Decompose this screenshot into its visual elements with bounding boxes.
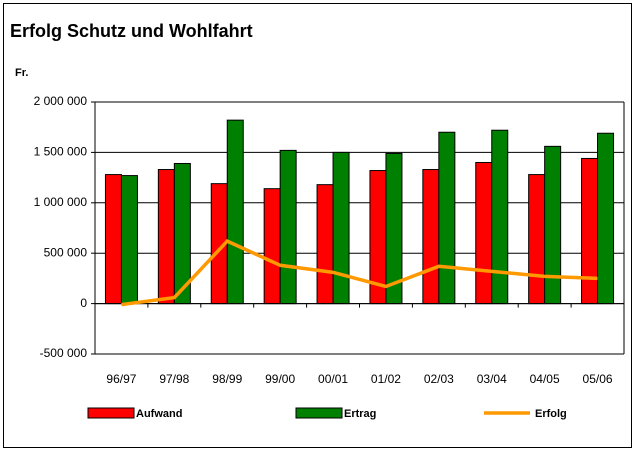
- x-tick-label: 05/06: [583, 372, 613, 386]
- y-tick-label: 0: [80, 296, 87, 310]
- x-tick-label: 00/01: [318, 372, 348, 386]
- bar: [279, 149, 297, 305]
- y-tick-label: -500 000: [40, 346, 88, 360]
- x-tick-label: 01/02: [371, 372, 401, 386]
- legend-label: Erfolg: [535, 408, 567, 420]
- bar: [438, 131, 456, 305]
- bar: [422, 169, 440, 305]
- x-tick-label: 99/00: [265, 372, 295, 386]
- bar: [475, 161, 493, 305]
- y-tick-label: 2 000 000: [34, 94, 88, 108]
- bar: [528, 174, 546, 305]
- x-tick-label: 03/04: [477, 372, 507, 386]
- legend-swatch: [295, 407, 343, 419]
- bar: [263, 188, 281, 305]
- bar: [332, 151, 350, 305]
- x-tick-label: 02/03: [424, 372, 454, 386]
- y-tick-label: 500 000: [44, 245, 88, 259]
- x-tick-label: 98/99: [212, 372, 242, 386]
- y-tick-label: 1 000 000: [34, 195, 88, 209]
- bar: [316, 184, 334, 305]
- bar: [491, 129, 509, 305]
- x-tick-label: 04/05: [530, 372, 560, 386]
- bar: [226, 119, 244, 305]
- x-tick-label: 96/97: [106, 372, 136, 386]
- legend-label: Ertrag: [344, 408, 376, 420]
- legend-label: Aufwand: [136, 408, 182, 420]
- chart-title: Erfolg Schutz und Wohlfahrt: [10, 21, 253, 41]
- bar: [104, 174, 122, 305]
- bar: [581, 157, 599, 305]
- bar: [157, 169, 175, 305]
- line: [121, 238, 598, 307]
- bar: [120, 175, 138, 305]
- y-axis-label: Fr.: [15, 67, 28, 79]
- bar: [597, 132, 615, 305]
- x-tick-label: 97/98: [159, 372, 189, 386]
- y-tick-label: 1 500 000: [34, 145, 88, 159]
- bar: [544, 145, 562, 305]
- legend-swatch: [87, 407, 135, 419]
